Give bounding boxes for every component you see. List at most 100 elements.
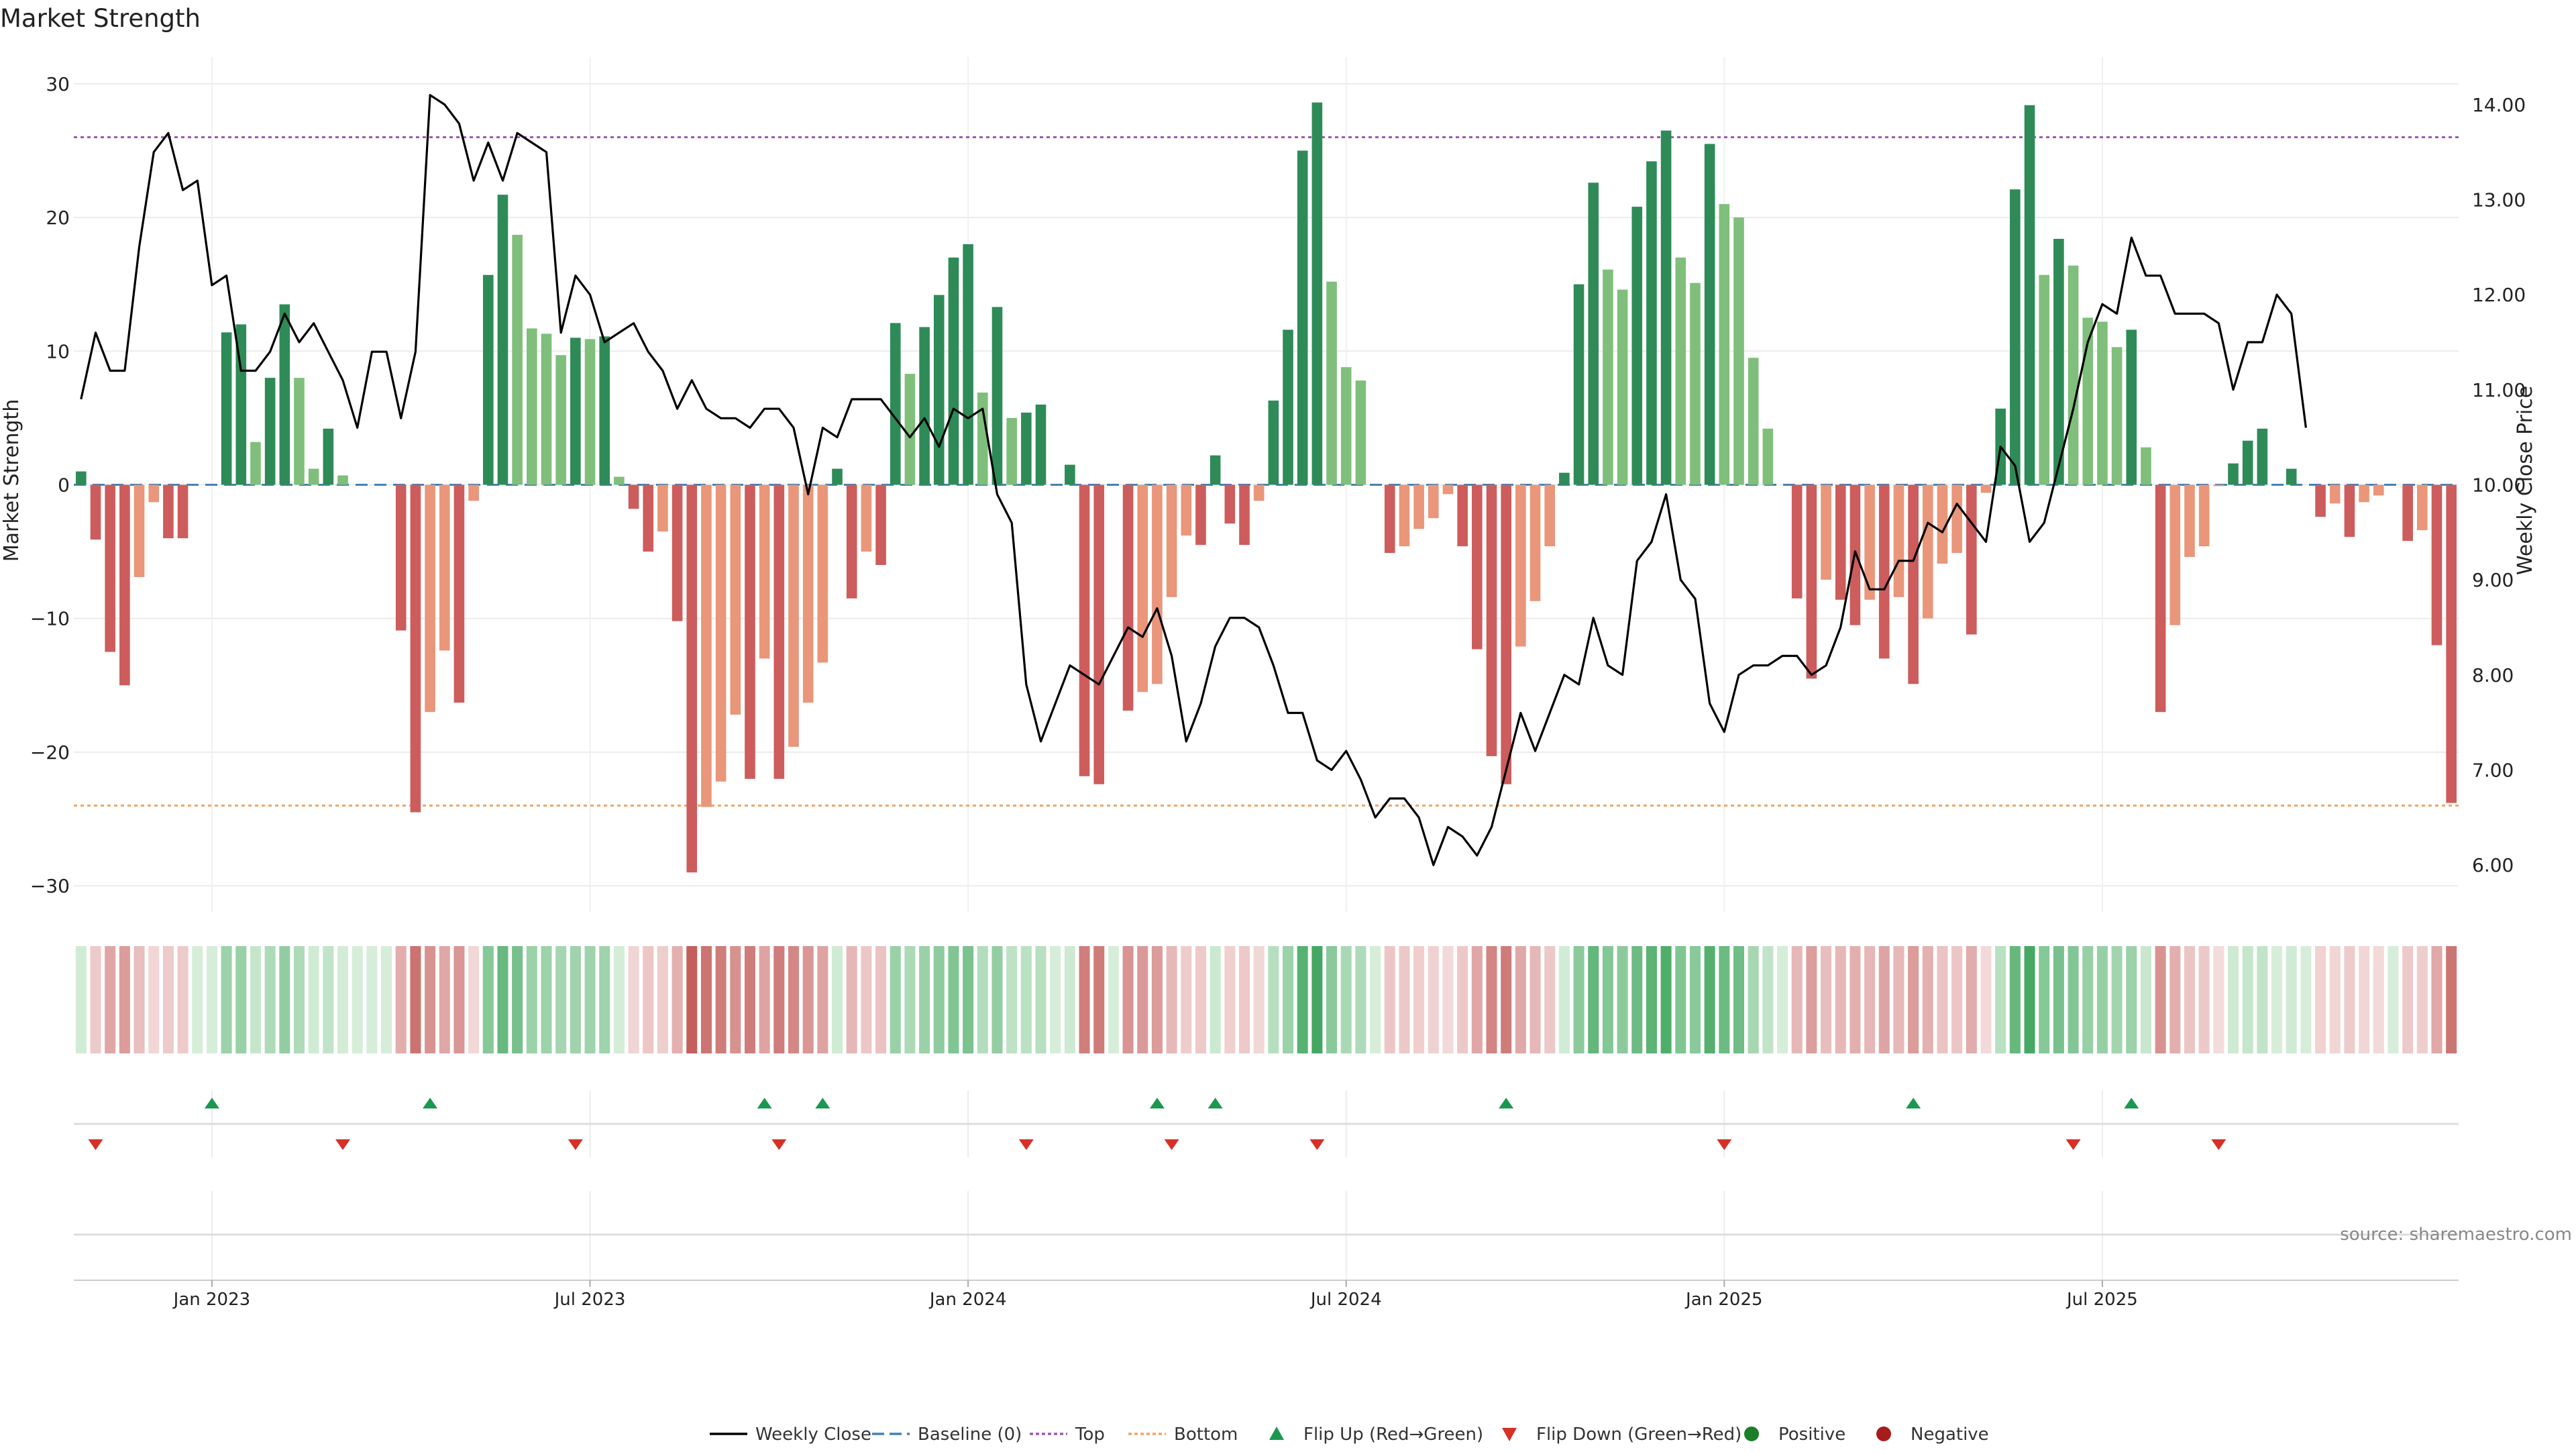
heat-cell — [221, 946, 232, 1053]
strength-bar — [2228, 463, 2239, 485]
heat-cell — [366, 946, 378, 1053]
heat-cell — [2198, 946, 2210, 1053]
heat-cell — [2126, 946, 2137, 1053]
strength-bar — [410, 484, 421, 813]
x-tick-label: Jan 2025 — [1684, 1290, 1763, 1310]
strength-bar — [1137, 484, 1148, 692]
x-tick-label: Jul 2024 — [1309, 1290, 1382, 1310]
strength-bar — [1035, 404, 1046, 485]
heat-cell — [1486, 946, 1497, 1053]
strength-bar — [2402, 484, 2413, 541]
strength-bar — [1806, 484, 1817, 679]
strength-bar — [148, 484, 160, 503]
strength-bar — [395, 484, 407, 631]
x-tick-label: Jan 2023 — [172, 1290, 251, 1310]
heat-cell — [1573, 946, 1585, 1053]
heat-cell — [1515, 946, 1526, 1053]
strength-bar — [1937, 484, 1948, 564]
heat-cell — [1675, 946, 1686, 1053]
strength-bar — [802, 484, 814, 703]
weekly-close-line — [80, 94, 2307, 866]
flip-down-marker — [1018, 1139, 1034, 1150]
heat-cell — [933, 946, 945, 1053]
strength-bar — [1544, 484, 1556, 547]
heat-cell — [657, 946, 668, 1053]
strength-bar — [1704, 144, 1715, 485]
strength-bar — [1283, 329, 1293, 485]
axes: 30 20 10 0 −10 −20 −30 6.00 7.00 8.00 9.00 10.00 11.… — [30, 73, 2526, 897]
heat-cell — [75, 946, 87, 1053]
strength-bar — [2169, 484, 2181, 625]
heat-cell — [1878, 946, 1890, 1053]
strength-bar — [512, 234, 523, 485]
strength-bar — [2155, 484, 2166, 713]
strength-bar — [2126, 329, 2137, 485]
strength-bar — [628, 484, 639, 509]
heat-cell — [119, 946, 130, 1053]
heat-cell — [2286, 946, 2297, 1053]
heat-cell — [2184, 946, 2195, 1053]
heat-cell — [395, 946, 407, 1053]
flip-down-marker — [771, 1139, 787, 1150]
heat-cell — [1748, 946, 1759, 1053]
strength-bar — [933, 295, 945, 485]
heat-cell — [2024, 946, 2035, 1053]
strength-bar — [1181, 484, 1192, 536]
chart-title: Market Strength — [0, 4, 201, 33]
strength-bar — [1122, 484, 1134, 711]
legend-baseline-label: Baseline (0) — [918, 1424, 1022, 1445]
strength-bar — [1922, 484, 1933, 619]
strength-bar — [555, 355, 566, 485]
heat-cell — [1399, 946, 1410, 1053]
strength-bar — [2039, 274, 2050, 485]
heat-cell — [963, 946, 974, 1053]
heat-cell — [2387, 946, 2399, 1053]
strength-bar — [1980, 484, 1992, 493]
flip-down-marker — [335, 1139, 351, 1150]
strength-bar — [468, 484, 479, 501]
heat-cell — [1893, 946, 1904, 1053]
heat-cell — [1777, 946, 1788, 1053]
y-tick-label-left: −30 — [30, 875, 70, 897]
heat-cell — [555, 946, 567, 1053]
heat-cell — [2344, 946, 2355, 1053]
heat-cell — [613, 946, 625, 1053]
strength-bar — [1966, 484, 1977, 635]
strength-bar — [1413, 484, 1424, 529]
flip-up-marker — [1208, 1098, 1223, 1108]
strength-bar — [584, 339, 596, 485]
heat-cell — [250, 946, 261, 1053]
heat-cell — [788, 946, 800, 1053]
heat-cell — [1908, 946, 1919, 1053]
heat-cell — [977, 946, 988, 1053]
strength-bar — [2417, 484, 2428, 531]
strength-bar — [163, 484, 174, 539]
heat-cell — [1501, 946, 1512, 1053]
heat-cell — [1864, 946, 1876, 1053]
heat-cell — [308, 946, 319, 1053]
strength-bar — [235, 324, 247, 485]
heat-cell — [1602, 946, 1613, 1053]
strength-bar — [1326, 281, 1337, 485]
heat-cell — [2446, 946, 2457, 1053]
y-axis-right-label: Weekly Close Price — [2514, 386, 2537, 575]
strength-bar — [221, 332, 232, 485]
strength-bar — [2257, 428, 2268, 485]
strength-bar — [1690, 282, 1701, 485]
heat-cell — [686, 946, 698, 1053]
legend-positive-swatch — [1744, 1427, 1759, 1441]
strength-bar — [1573, 284, 1585, 485]
heat-cell — [570, 946, 581, 1053]
heat-cell — [1529, 946, 1541, 1053]
strength-bar — [672, 484, 683, 621]
strength-bar — [1791, 484, 1803, 599]
strength-bar — [614, 476, 625, 485]
strength-bar — [1617, 289, 1628, 485]
heat-cell — [2140, 946, 2151, 1053]
strength-bar — [1065, 464, 1075, 485]
strength-bar — [482, 274, 494, 485]
flip-up-marker — [1149, 1098, 1165, 1108]
strength-bar — [788, 484, 799, 747]
strength-bar — [2111, 347, 2123, 485]
